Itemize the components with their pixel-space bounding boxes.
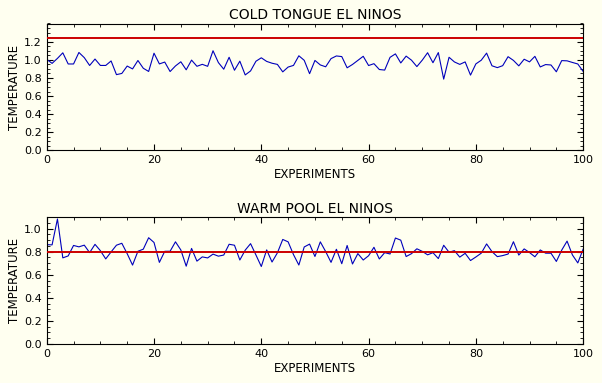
X-axis label: EXPERIMENTS: EXPERIMENTS <box>274 362 356 375</box>
Y-axis label: TEMPERATURE: TEMPERATURE <box>8 44 21 129</box>
Y-axis label: TEMPERATURE: TEMPERATURE <box>8 238 21 323</box>
Title: WARM POOL EL NINOS: WARM POOL EL NINOS <box>237 202 393 216</box>
Title: COLD TONGUE EL NINOS: COLD TONGUE EL NINOS <box>229 8 401 22</box>
X-axis label: EXPERIMENTS: EXPERIMENTS <box>274 168 356 181</box>
